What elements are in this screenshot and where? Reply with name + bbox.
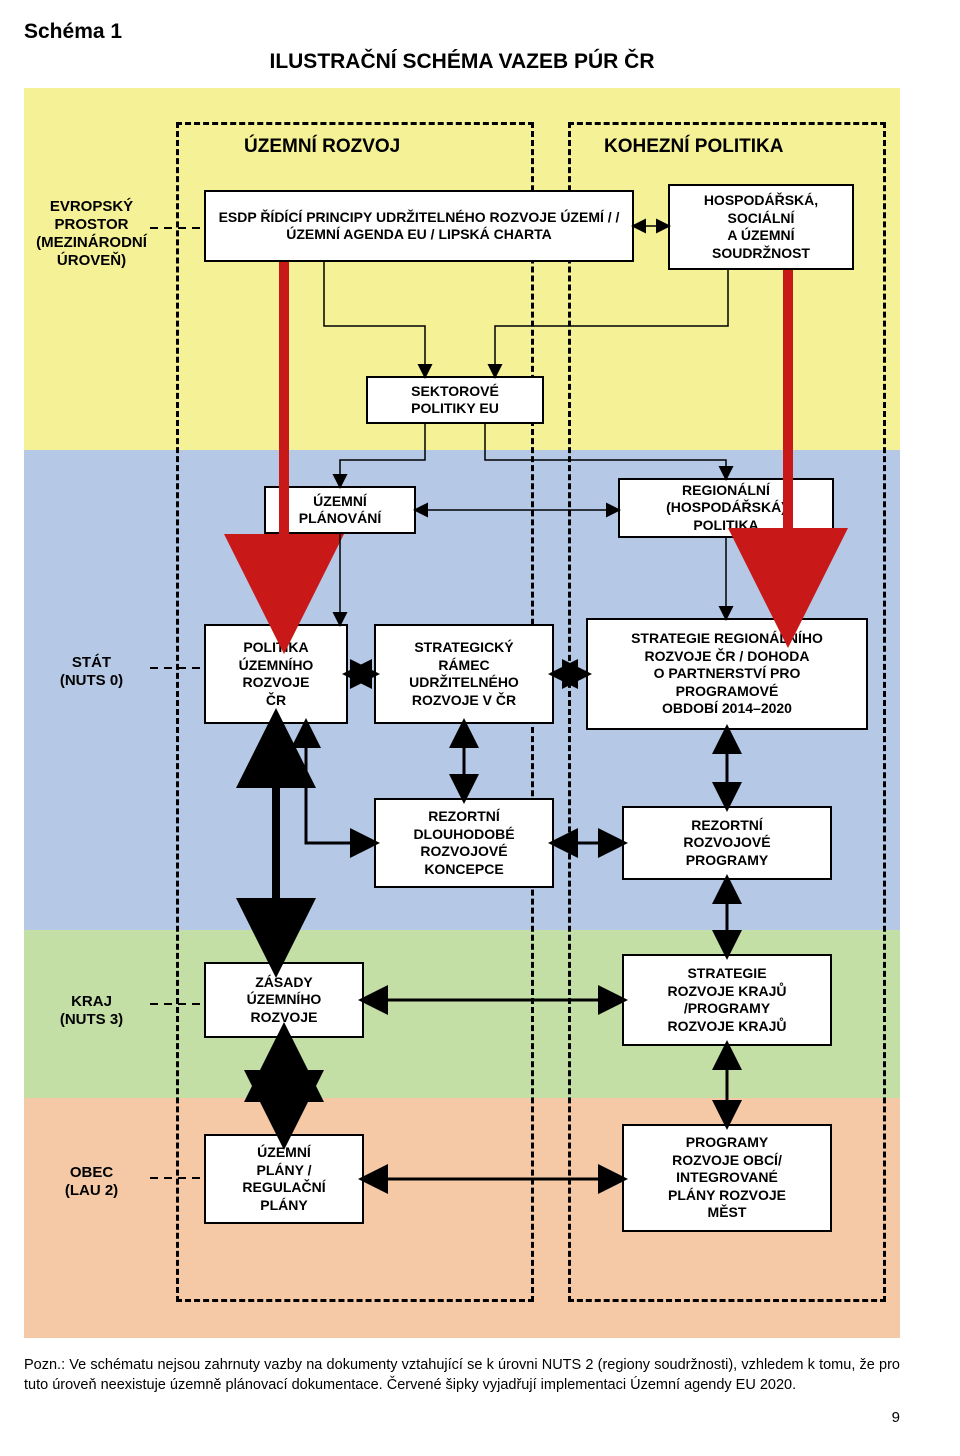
box-up: ÚZEMNÍ PLÁNY / REGULAČNÍ PLÁNY [204,1134,364,1224]
main-title: ILUSTRAČNÍ SCHÉMA VAZEB PÚR ČR [24,50,900,74]
lvl-eu: EVROPSKÝ PROSTOR (MEZINÁRODNÍ ÚROVEŇ) [24,198,159,270]
box-rrp: REZORTNÍ ROZVOJOVÉ PROGRAMY [622,806,832,880]
lvl-kraj: KRAJ (NUTS 3) [24,993,159,1029]
hdr-left: ÚZEMNÍ ROZVOJ [244,136,400,158]
page-number: 9 [24,1409,900,1426]
box-cohesion: HOSPODÁŘSKÁ, SOCIÁLNÍ A ÚZEMNÍ SOUDRŽNOS… [668,184,854,270]
lvl-obec: OBEC (LAU 2) [24,1164,159,1200]
box-srr: STRATEGIE REGIONÁLNÍHO ROZVOJE ČR / DOHO… [586,618,868,730]
box-rdrk: REZORTNÍ DLOUHODOBÉ ROZVOJOVÉ KONCEPCE [374,798,554,888]
box-sk: STRATEGIE ROZVOJE KRAJŮ /PROGRAMY ROZVOJ… [622,954,832,1046]
diagram: ÚZEMNÍ ROZVOJ KOHEZNÍ POLITIKA EVROPSKÝ … [24,88,900,1338]
hdr-right: KOHEZNÍ POLITIKA [604,136,783,158]
box-pur: POLITIKA ÚZEMNÍHO ROZVOJE ČR [204,624,348,724]
box-esdp: ESDP ŘÍDÍCÍ PRINCIPY UDRŽITELNÉHO ROZVOJ… [204,190,634,262]
box-sramec: STRATEGICKÝ RÁMEC UDRŽITELNÉHO ROZVOJE V… [374,624,554,724]
box-pro: PROGRAMY ROZVOJE OBCÍ/ INTEGROVANÉ PLÁNY… [622,1124,832,1232]
footnote: Pozn.: Ve schématu nejsou zahrnuty vazby… [24,1356,900,1395]
scheme-label: Schéma 1 [24,20,900,44]
box-zur: ZÁSADY ÚZEMNÍHO ROZVOJE [204,962,364,1038]
box-sector: SEKTOROVÉ POLITIKY EU [366,376,544,424]
box-reg-pol: REGIONÁLNÍ (HOSPODÁŘSKÁ) POLITIKA [618,478,834,538]
box-planovani: ÚZEMNÍ PLÁNOVÁNÍ [264,486,416,534]
lvl-stat: STÁT (NUTS 0) [24,654,159,690]
